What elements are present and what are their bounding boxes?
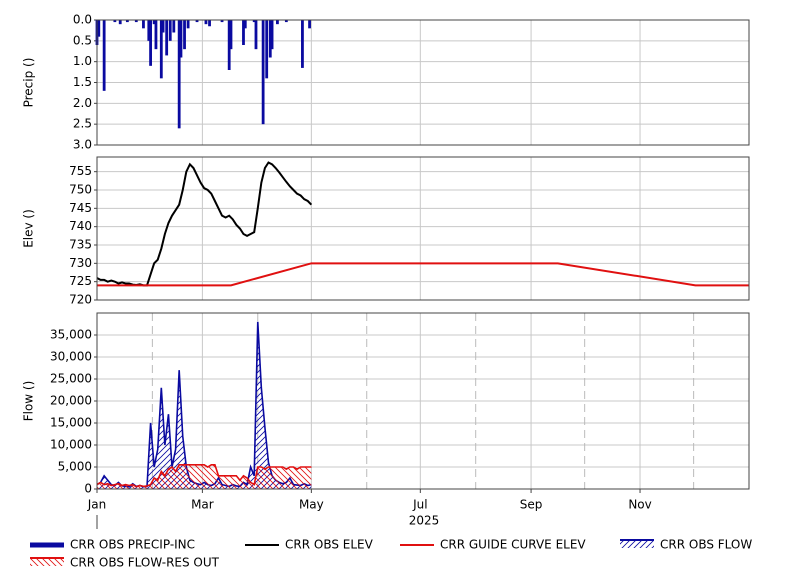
bar [254,20,258,50]
bar [195,20,199,23]
y-tick-label: 10,000 [50,438,92,452]
bar [97,20,101,37]
legend-label: CRR OBS PRECIP-INC [70,538,195,552]
plot-frame [96,156,750,301]
bar [154,20,158,50]
bar [172,20,176,33]
bar [179,20,183,58]
bar [149,20,152,66]
y-tick-label: 745 [69,201,92,215]
y-tick-label: 0 [84,482,92,496]
bar [161,20,165,33]
y-tick-label: 735 [69,238,92,252]
bar [265,20,269,79]
bar [276,20,279,25]
bar [243,20,247,29]
bar [204,20,208,25]
y-tick-label: 725 [69,274,92,288]
line [97,262,749,287]
y-tick-label: 730 [69,256,92,270]
bar [177,20,181,129]
bar [168,20,172,41]
x-tick-label: Jul [412,498,427,512]
y-tick-label: 0.5 [73,33,92,47]
y-tick-label: 30,000 [50,350,92,364]
bar [208,20,211,27]
bar [165,20,169,56]
bar [159,20,163,79]
line [96,161,313,287]
y-tick-label: 25,000 [50,372,92,386]
bar [308,20,311,29]
area-edge [96,321,312,488]
bar [227,20,231,70]
bar [284,20,288,23]
legend-label: CRR OBS ELEV [285,538,374,552]
bar [220,20,224,23]
bar [152,20,156,25]
bar [261,20,265,125]
legend-label: CRR GUIDE CURVE ELEV [440,538,586,552]
bar [102,20,106,91]
bar [113,20,117,23]
y-tick-label: 2.5 [73,117,92,131]
bar [118,20,122,25]
legend-swatch [30,558,64,566]
x-tick-label: Mar [191,498,214,512]
y-tick-label: 1.0 [73,54,92,68]
x-tick-label: Sep [520,498,543,512]
y-tick-label: 750 [69,183,92,197]
y-tick-label: 740 [69,219,92,233]
bar [134,20,138,23]
x-year-label: 2025 [409,514,440,528]
y-tick-label: 2.0 [73,96,92,110]
x-tick-label: May [299,498,324,512]
y-tick-label: 20,000 [50,394,92,408]
y-tick-label: 755 [69,164,92,178]
legend-label: CRR OBS FLOW [660,538,752,552]
plot-frame [96,19,750,146]
bar [268,20,272,58]
y-tick-label: 1.5 [73,75,92,89]
y-tick-label: 0.0 [73,13,92,27]
bar [186,20,190,29]
y-axis-label: Elev () [22,209,36,248]
x-tick-label: Jan [87,498,107,512]
bar [229,20,233,50]
y-tick-label: 15,000 [50,416,92,430]
y-axis-label: Flow () [22,381,36,422]
plot-frame [96,312,750,490]
bar [270,20,274,50]
bar [147,20,151,41]
y-tick-label: 35,000 [50,328,92,342]
bar [183,20,186,50]
bar [242,20,245,45]
bar [125,20,129,23]
y-tick-label: 3.0 [73,138,92,152]
area [97,321,312,489]
legend-label: CRR OBS FLOW-RES OUT [70,556,220,570]
bar [301,20,304,68]
y-tick-label: 720 [69,293,92,307]
legend-swatch [620,540,654,548]
bar [142,20,145,29]
y-tick-label: 5,000 [58,460,92,474]
x-tick-label: Nov [628,498,651,512]
area-edge [96,464,312,488]
bar [252,20,256,23]
y-axis-label: Precip () [22,58,36,108]
